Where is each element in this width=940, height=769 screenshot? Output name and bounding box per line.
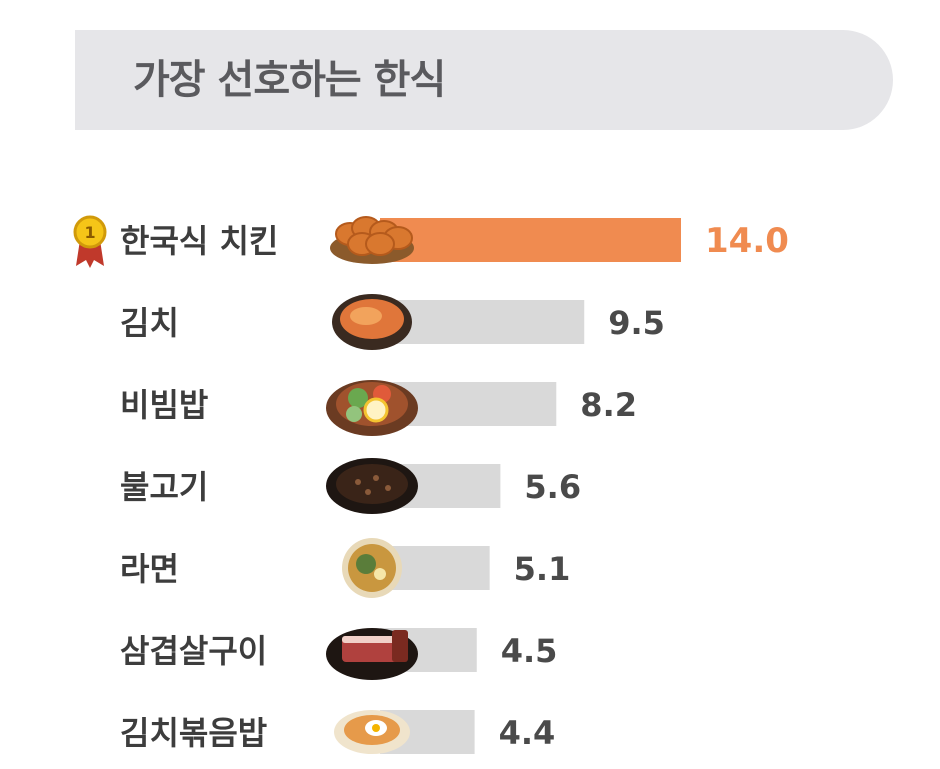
bibimbap-icon	[326, 380, 418, 436]
value-label: 5.6	[524, 468, 581, 506]
title-banner: 가장 선호하는 한식	[75, 30, 893, 130]
ramen-icon	[342, 538, 402, 598]
gold-medal-icon: 1	[73, 215, 107, 268]
value-label: 8.2	[580, 386, 637, 424]
samgyeopsal-icon	[326, 628, 418, 680]
chart-title: 가장 선호하는 한식	[133, 57, 446, 103]
category-label: 한국식 치킨	[120, 222, 278, 260]
value-label: 14.0	[705, 221, 789, 261]
value-label: 9.5	[608, 304, 665, 342]
category-label: 삼겹살구이	[120, 632, 267, 670]
category-label: 불고기	[120, 468, 208, 506]
value-label: 4.5	[501, 632, 558, 670]
fried-chicken-icon	[330, 216, 414, 264]
bar	[380, 218, 681, 262]
bar	[380, 300, 585, 344]
kimchi-icon	[332, 294, 412, 350]
category-label: 김치볶음밥	[120, 714, 267, 752]
kimchi-fried-rice-icon	[334, 710, 410, 754]
value-label: 4.4	[499, 714, 556, 752]
value-label: 5.1	[514, 550, 571, 588]
rank-number: 1	[84, 223, 95, 242]
category-label: 김치	[120, 304, 179, 342]
category-label: 비빔밥	[120, 386, 208, 424]
bulgogi-icon	[326, 458, 418, 514]
category-label: 라면	[120, 550, 179, 588]
